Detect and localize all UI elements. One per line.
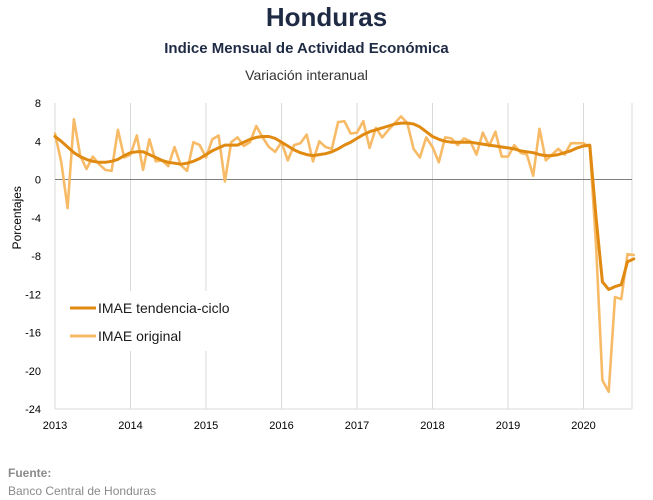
legend-background	[64, 291, 208, 351]
x-axis-ticks: 2013 2014 2015 2016 2017 2018 2019 2020	[43, 420, 596, 432]
chart-subtitle: Indice Mensual de Actividad Económica	[164, 40, 449, 57]
legend-label-original: IMAE original	[98, 328, 181, 344]
x-tick-label: 2014	[118, 420, 142, 432]
legend: IMAE tendencia-ciclo IMAE original	[64, 291, 230, 351]
legend-label-trend: IMAE tendencia-ciclo	[98, 300, 230, 316]
y-tick-label: 8	[35, 98, 41, 110]
y-tick-label: -24	[25, 404, 41, 416]
x-tick-label: 2016	[269, 420, 293, 432]
y-tick-label: 4	[35, 136, 41, 148]
source-label: Fuente:	[8, 466, 52, 480]
y-tick-label: -20	[25, 366, 41, 378]
x-tick-label: 2020	[571, 420, 595, 432]
series-line-trend	[53, 121, 636, 291]
y-tick-label: -16	[25, 328, 41, 340]
y-axis-label: Porcentajes	[10, 186, 24, 249]
y-axis-ticks: 8 4 0 -4 -8 -12 -16 -20 -24	[25, 98, 41, 416]
y-tick-label: -12	[25, 289, 41, 301]
series-layer	[53, 115, 636, 394]
source-text: Banco Central de Honduras	[8, 484, 157, 498]
x-tick-label: 2019	[496, 420, 520, 432]
y-tick-label: -8	[31, 251, 41, 263]
y-tick-label: -4	[31, 213, 41, 225]
x-tick-label: 2017	[345, 420, 369, 432]
chart-title: Honduras	[265, 2, 388, 32]
x-tick-label: 2018	[420, 420, 444, 432]
chart-subtitle-secondary: Variación interanual	[245, 67, 368, 83]
x-tick-label: 2015	[194, 420, 218, 432]
y-tick-label: 0	[35, 175, 41, 187]
series-line-original	[53, 115, 636, 394]
grid-lines	[54, 103, 633, 410]
x-tick-label: 2013	[43, 420, 67, 432]
